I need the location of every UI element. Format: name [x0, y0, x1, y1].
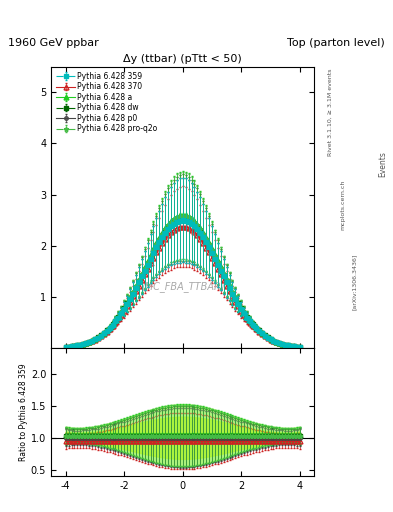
Text: mcplots.cern.ch: mcplots.cern.ch	[340, 180, 345, 230]
Text: Events: Events	[379, 151, 387, 177]
Text: [arXiv:1306.3436]: [arXiv:1306.3436]	[352, 253, 357, 310]
Y-axis label: Ratio to Pythia 6.428 359: Ratio to Pythia 6.428 359	[19, 364, 28, 461]
Legend: Pythia 6.428 359, Pythia 6.428 370, Pythia 6.428 a, Pythia 6.428 dw, Pythia 6.42: Pythia 6.428 359, Pythia 6.428 370, Pyth…	[54, 70, 160, 136]
Text: Rivet 3.1.10, ≥ 3.1M events: Rivet 3.1.10, ≥ 3.1M events	[328, 69, 333, 156]
Text: Top (parton level): Top (parton level)	[287, 38, 385, 49]
Text: (MC_FBA_TTBAR): (MC_FBA_TTBAR)	[141, 281, 224, 292]
Text: 1960 GeV ppbar: 1960 GeV ppbar	[8, 38, 99, 49]
Title: Δy (ttbar) (pTtt < 50): Δy (ttbar) (pTtt < 50)	[123, 54, 242, 65]
